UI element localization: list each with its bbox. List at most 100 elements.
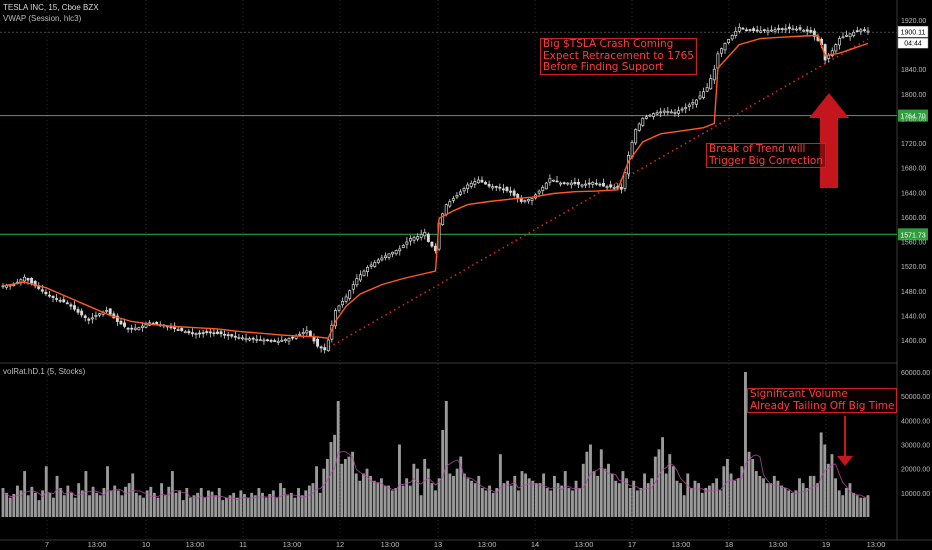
- crash-annotation[interactable]: Big $TSLA Crash Coming Expect Retracemen…: [540, 38, 697, 75]
- candle-body: [673, 111, 677, 114]
- time-axis[interactable]: 7 13:00 10 13:00 11 13:00 12 13:00 13 13:00 14 13:0…: [45, 540, 885, 549]
- volume-bar: [322, 468, 326, 517]
- candle-body: [216, 331, 219, 334]
- time-tick-label: 14: [531, 540, 539, 549]
- volume-bar: [282, 488, 286, 517]
- candle-body: [866, 30, 870, 33]
- volume-bar: [801, 483, 805, 517]
- candle-body: [773, 29, 777, 32]
- price-axis[interactable]: 1920.001880.001840.001800.001760.001720.…: [897, 18, 929, 345]
- volume-bar: [311, 483, 315, 517]
- trendline: [324, 38, 869, 351]
- volume-bar: [398, 444, 401, 517]
- time-tick-label: 13:00: [575, 540, 594, 549]
- volume-bar: [275, 497, 279, 517]
- volume-bar: [304, 490, 308, 517]
- time-tick-label: 13:00: [672, 540, 691, 549]
- candle-body: [144, 324, 148, 328]
- candle-body: [273, 340, 277, 342]
- volume-bar: [405, 478, 409, 517]
- volume-bar: [279, 483, 282, 517]
- volume-bar: [149, 486, 153, 517]
- candle-body: [834, 44, 838, 52]
- candle-body: [401, 245, 405, 248]
- volume-indicator-label[interactable]: volRat.hD.1 (5, Stocks): [3, 367, 86, 376]
- candle-body: [62, 299, 66, 303]
- candle-body: [212, 332, 216, 335]
- volume-bar: [509, 485, 513, 517]
- volume-bar: [571, 490, 574, 517]
- candle-body: [44, 291, 48, 295]
- volume-bar: [217, 488, 221, 517]
- volume-bar: [178, 490, 182, 517]
- candle-body: [291, 336, 294, 339]
- candle-body: [198, 332, 202, 335]
- candle-body: [126, 327, 130, 330]
- volume-bar: [369, 475, 373, 517]
- candle-body: [544, 182, 548, 190]
- candle-body: [644, 116, 648, 119]
- candle-body: [526, 199, 530, 202]
- volume-bar: [228, 495, 232, 517]
- candle-body: [33, 280, 37, 287]
- volume-bar: [88, 495, 91, 517]
- volume-bar: [661, 437, 664, 517]
- volume-bar: [798, 478, 801, 517]
- candle-body: [323, 347, 327, 351]
- candle-body: [591, 182, 595, 185]
- time-tick-label: 13:00: [381, 540, 400, 549]
- volume-bar: [726, 459, 729, 517]
- candle-body: [369, 264, 373, 267]
- trend-break-annotation[interactable]: Break of Trend will Trigger Big Correcti…: [706, 143, 826, 168]
- volume-bar: [52, 497, 55, 517]
- volume-tick-label: 10000.00: [901, 491, 930, 498]
- volume-bar: [621, 471, 625, 517]
- volume-bar: [545, 488, 549, 517]
- volume-bar: [134, 492, 138, 517]
- volume-bar: [210, 491, 214, 517]
- volume-bar: [98, 495, 102, 517]
- candle-body: [587, 182, 591, 185]
- volume-tick-label: 30000.00: [901, 443, 930, 450]
- candle-body: [859, 29, 863, 33]
- candle-body: [566, 182, 570, 185]
- candle-body: [76, 309, 80, 313]
- horizontal-levels: 1764.70 1571.73: [0, 31, 928, 241]
- candle-body: [287, 338, 291, 342]
- candle-body: [712, 68, 716, 81]
- volume-bar: [416, 468, 419, 517]
- candle-body: [237, 337, 241, 339]
- price-tick-label: 1440.00: [901, 313, 926, 320]
- volume-bar: [549, 490, 553, 517]
- candle-body: [809, 30, 813, 33]
- volume-bar: [841, 495, 845, 517]
- candle-body: [137, 327, 141, 331]
- volume-bar: [412, 463, 416, 517]
- candle-body: [569, 182, 573, 186]
- candle-body: [233, 335, 237, 338]
- candle-body: [180, 327, 184, 332]
- volume-bar: [758, 475, 762, 517]
- volume-bar: [163, 495, 167, 517]
- volume-bar: [19, 490, 23, 517]
- volume-bar: [635, 490, 639, 517]
- candle-body: [105, 310, 109, 312]
- candle-body: [183, 331, 187, 334]
- price-tick-label: 1600.00: [901, 215, 926, 222]
- volume-bar: [498, 454, 502, 517]
- volume-bar: [747, 451, 751, 517]
- volume-bar: [610, 473, 614, 517]
- symbol-title[interactable]: TESLA INC, 15, Cboe BZX: [3, 3, 99, 12]
- volume-bar: [686, 473, 690, 517]
- price-tick-label: 1760.00: [901, 116, 926, 123]
- candle-body: [341, 301, 345, 306]
- candle-body: [652, 113, 655, 117]
- price-tick-label: 1400.00: [901, 338, 926, 345]
- volume-bar: [790, 492, 794, 517]
- volume-annotation[interactable]: Significant Volume Already Tailing Off B…: [747, 388, 898, 413]
- volume-axis[interactable]: 60000.00 50000.00 40000.00 30000.00 20000.00…: [901, 370, 930, 498]
- candle-body: [491, 186, 495, 189]
- candle-body: [784, 28, 788, 31]
- vwap-indicator-label[interactable]: VWAP (Session, hlc3): [3, 14, 82, 23]
- candle-body: [487, 183, 491, 187]
